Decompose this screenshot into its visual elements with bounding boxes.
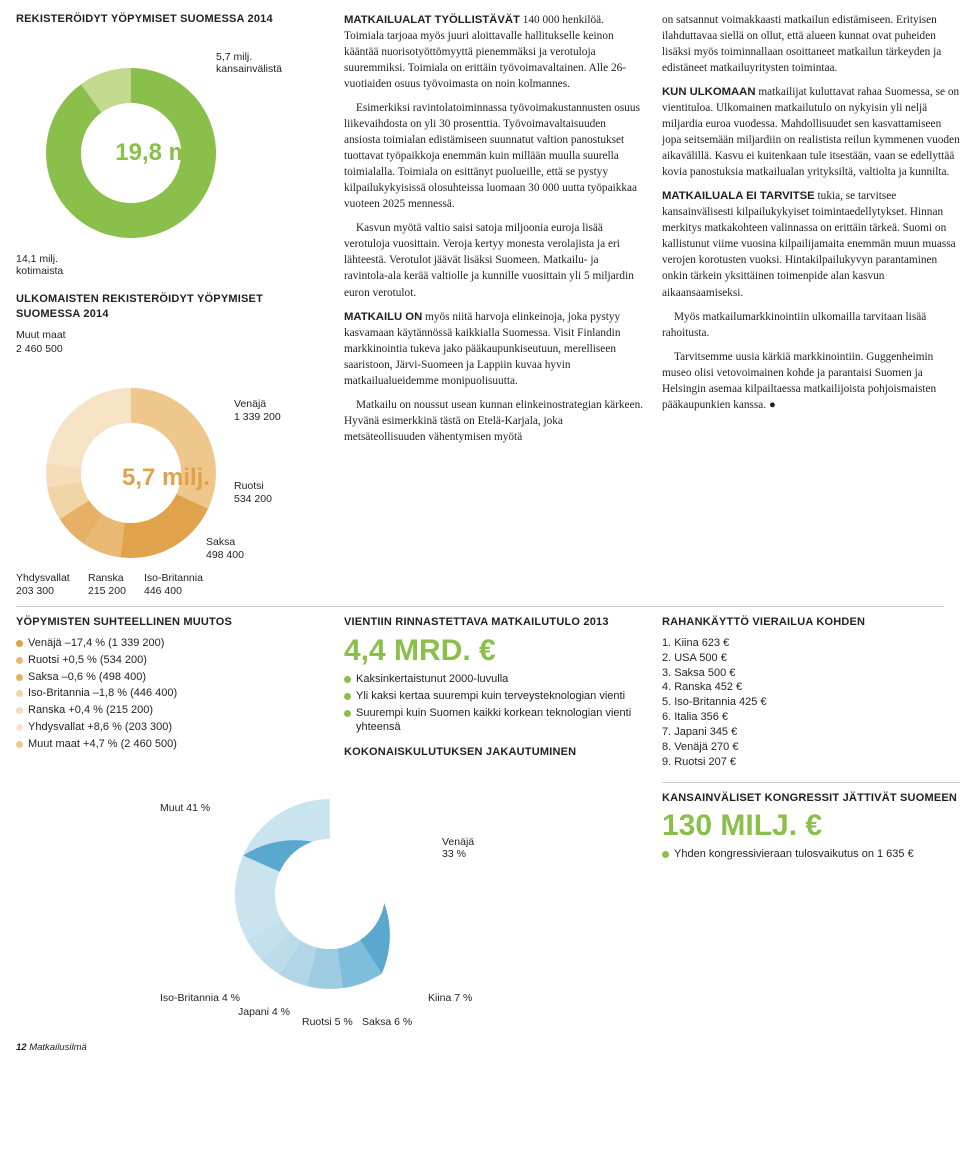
p10: Tarvitsemme uusia kärkiä markkinointiin.… [662, 349, 960, 413]
changes-text: Yhdysvallat +8,6 % (203 300) [28, 721, 172, 733]
export-title: VIENTIIN RINNASTETTAVA MATKAILUTULO 2013 [344, 615, 644, 630]
p6: on satsannut voimakkaasti matkailun edis… [662, 12, 960, 76]
congress-bullets: Yhden kongressivieraan tulosvaikutus on … [662, 847, 960, 862]
p7-lead: KUN ULKOMAAN [662, 86, 756, 98]
congress-title: KANSAINVÄLISET KONGRESSIT JÄTTIVÄT SUOME… [662, 791, 960, 806]
spending-item: 6. Italia 356 € [662, 710, 960, 725]
chart2-saksa: Saksa 498 400 [206, 536, 244, 561]
export-item: Kaksinkertaistunut 2000-luvulla [344, 672, 644, 687]
p9: Myös matkailumarkkinointiin ulkomailla t… [662, 309, 960, 341]
page-number: 12 [16, 1042, 27, 1053]
changes-text: Ruotsi +0,5 % (534 200) [28, 654, 147, 666]
spending-title: RAHANKÄYTTÖ VIERAILUA KOHDEN [662, 615, 960, 630]
changes-item: Ranska +0,4 % (215 200) [16, 703, 326, 718]
export-text: Suurempi kuin Suomen kaikki korkean tekn… [356, 707, 631, 734]
dot-icon [16, 707, 23, 714]
chart3-saksa: Saksa 6 % [362, 1016, 412, 1029]
spending-item: 4. Ranska 452 € [662, 680, 960, 695]
changes-item: Venäjä –17,4 % (1 339 200) [16, 636, 326, 651]
p8-body: tukia, se tarvitsee kansainvälisesti kil… [662, 190, 956, 298]
chart2-muut-label: Muut maat 2 460 500 [16, 328, 326, 356]
dot-icon [662, 851, 669, 858]
changes-item: Muut maat +4,7 % (2 460 500) [16, 737, 326, 752]
page-footer: 12 Matkailusilmä [16, 1042, 944, 1055]
spending-item: 7. Japani 345 € [662, 725, 960, 740]
export-big: 4,4 MRD. € [344, 636, 644, 666]
chart3-kiina: Kiina 7 % [428, 992, 472, 1005]
export-text: Kaksinkertaistunut 2000-luvulla [356, 673, 508, 685]
changes-title: YÖPYMISTEN SUHTEELLINEN MUUTOS [16, 615, 326, 630]
p8-lead: MATKAILUALA EI TARVITSE [662, 190, 815, 202]
export-item: Suurempi kuin Suomen kaikki korkean tekn… [344, 706, 644, 736]
spending-item: 1. Kiina 623 € [662, 636, 960, 651]
changes-item: Ruotsi +0,5 % (534 200) [16, 653, 326, 668]
p5: Matkailu on noussut usean kunnan elinkei… [344, 397, 644, 445]
chart3-japani: Japani 4 % [238, 1006, 290, 1019]
chart2-center: 5,7 milj. [122, 462, 210, 494]
dot-icon [16, 741, 23, 748]
chart3-donut: Muut 41 % Venäjä 33 % Kiina 7 % Saksa 6 … [180, 774, 480, 1034]
magazine-name: Matkailusilmä [29, 1042, 87, 1053]
chart2-yhdys: Yhdysvallat 203 300 [16, 572, 70, 597]
p2: Esimerkiksi ravintolatoiminnassa työvoim… [344, 100, 644, 212]
changes-item: Saksa –0,6 % (498 400) [16, 670, 326, 685]
chart3-iso: Iso-Britannia 4 % [160, 992, 240, 1005]
p1-lead: MATKAILUALAT TYÖLLISTÄVÄT [344, 14, 520, 26]
dot-icon [344, 710, 351, 717]
article-col-2: on satsannut voimakkaasti matkailun edis… [662, 12, 960, 598]
chart1-center: 19,8 milj. [115, 137, 216, 169]
p7-body: matkailijat kuluttavat rahaa Suomessa, s… [662, 86, 960, 178]
changes-list: Venäjä –17,4 % (1 339 200) Ruotsi +0,5 %… [16, 636, 326, 752]
chart3-muut: Muut 41 % [160, 802, 210, 815]
export-sub: KOKONAISKULUTUKSEN JAKAUTUMINEN [344, 745, 644, 760]
chart1-title: REKISTERÖIDYT YÖPYMISET SUOMESSA 2014 [16, 12, 326, 27]
congress-item: Yhden kongressivieraan tulosvaikutus on … [662, 847, 960, 862]
chart2-venaja: Venäjä 1 339 200 [234, 398, 281, 423]
dot-icon [16, 640, 23, 647]
chart3-venaja: Venäjä 33 % [442, 836, 480, 861]
chart2-title: ULKOMAISTEN REKISTERÖIDYT YÖPYMISET SUOM… [16, 292, 326, 322]
dot-icon [344, 693, 351, 700]
export-item: Yli kaksi kertaa suurempi kuin terveyste… [344, 689, 644, 704]
seg1-l1: 5,7 milj. [216, 51, 252, 63]
dot-icon [16, 674, 23, 681]
chart2-ruotsi: Ruotsi 534 200 [234, 480, 272, 505]
changes-text: Ranska +0,4 % (215 200) [28, 704, 153, 716]
spending-item: 3. Saksa 500 € [662, 666, 960, 681]
divider-1 [16, 606, 944, 607]
p3: Kasvun myötä valtio saisi satoja miljoon… [344, 220, 644, 300]
dot-icon [16, 724, 23, 731]
congress-big: 130 MILJ. € [662, 811, 960, 841]
spending-item: 9. Ruotsi 207 € [662, 755, 960, 770]
changes-item: Yhdysvallat +8,6 % (203 300) [16, 720, 326, 735]
divider-2 [662, 782, 960, 783]
spending-list: 1. Kiina 623 € 2. USA 500 € 3. Saksa 500… [662, 636, 960, 770]
chart2-iso: Iso-Britannia 446 400 [144, 572, 203, 597]
export-text: Yli kaksi kertaa suurempi kuin terveyste… [356, 690, 625, 702]
changes-text: Saksa –0,6 % (498 400) [28, 671, 146, 683]
dot-icon [344, 676, 351, 683]
chart2-ranska: Ranska 215 200 [88, 572, 126, 597]
chart1-seg1-label: 5,7 milj. kansainvälistä [216, 51, 282, 76]
dot-icon [16, 690, 23, 697]
spending-item: 5. Iso-Britannia 425 € [662, 695, 960, 710]
changes-text: Iso-Britannia –1,8 % (446 400) [28, 687, 177, 699]
seg1-l2: kansainvälistä [216, 63, 282, 75]
dot-icon [16, 657, 23, 664]
spending-item: 2. USA 500 € [662, 651, 960, 666]
changes-text: Muut maat +4,7 % (2 460 500) [28, 738, 177, 750]
p4-lead: MATKAILU ON [344, 311, 422, 323]
article-col-1: MATKAILUALAT TYÖLLISTÄVÄT 140 000 henkil… [344, 12, 644, 598]
changes-item: Iso-Britannia –1,8 % (446 400) [16, 686, 326, 701]
congress-text: Yhden kongressivieraan tulosvaikutus on … [674, 848, 914, 860]
spending-item: 8. Venäjä 270 € [662, 740, 960, 755]
export-bullets: Kaksinkertaistunut 2000-luvulla Yli kaks… [344, 672, 644, 735]
changes-text: Venäjä –17,4 % (1 339 200) [28, 637, 164, 649]
chart2-donut: 5,7 milj. Venäjä 1 339 200 Ruotsi 534 20… [16, 358, 316, 598]
chart3-ruotsi: Ruotsi 5 % [302, 1016, 353, 1029]
chart1-donut: 19,8 milj. 5,7 milj. kansainvälistä [16, 33, 316, 273]
